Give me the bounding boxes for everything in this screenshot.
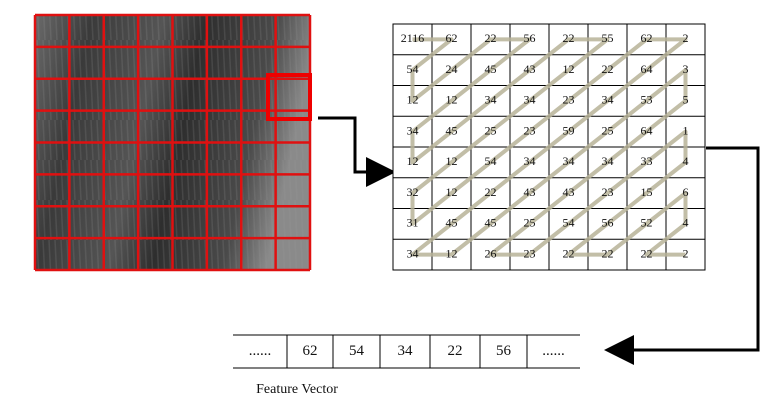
feature-vector: ...... 62 54 34 22 56...... [233, 335, 580, 368]
matrix-cell: 34 [407, 246, 419, 260]
matrix-cell: 45 [485, 62, 497, 76]
matrix-cell: 2 [683, 31, 689, 45]
vector-cell: 34 [398, 343, 414, 359]
matrix-cell: 62 [446, 31, 458, 45]
matrix-cell: 34 [563, 154, 575, 168]
arrow [318, 118, 390, 172]
matrix-cell: 53 [641, 93, 653, 107]
matrix-cell: 15 [641, 185, 653, 199]
matrix-cell: 56 [602, 216, 614, 230]
matrix-cell: 12 [446, 185, 458, 199]
matrix-cell: 62 [641, 31, 653, 45]
matrix-cell: 23 [524, 246, 536, 260]
matrix-cell: 55 [602, 31, 614, 45]
matrix-cell: 31 [407, 216, 419, 230]
matrix-cell: 12 [446, 93, 458, 107]
vector-cell: 22 [448, 343, 463, 359]
diagram: 2116622256225562254244543122264312123434… [0, 0, 761, 401]
matrix-cell: 12 [407, 154, 419, 168]
matrix-cell: 54 [563, 216, 575, 230]
matrix-cell: 25 [485, 123, 497, 137]
matrix-cell: 4 [683, 216, 689, 230]
vector-cell: ...... [249, 343, 272, 359]
matrix-cell: 22 [602, 62, 614, 76]
matrix-cell: 34 [602, 154, 614, 168]
matrix-cell: 22 [563, 246, 575, 260]
matrix-cell: 34 [524, 93, 536, 107]
matrix-cell: 12 [563, 62, 575, 76]
matrix-cell: 1 [683, 123, 689, 137]
image-grid [35, 15, 310, 270]
matrix-cell: 12 [446, 246, 458, 260]
vector-cell: 62 [303, 343, 318, 359]
matrix-cell: 22 [602, 246, 614, 260]
matrix-cell: 64 [641, 62, 653, 76]
matrix-cell: 23 [563, 93, 575, 107]
matrix-cell: 45 [446, 216, 458, 230]
feature-vector-label: Feature Vector [256, 382, 338, 397]
matrix-cell: 23 [524, 123, 536, 137]
matrix-cell: 22 [563, 31, 575, 45]
matrix-cell: 34 [602, 93, 614, 107]
matrix-cell: 23 [602, 185, 614, 199]
matrix-cell: 56 [524, 31, 536, 45]
vector-cell: ...... [542, 343, 565, 359]
matrix-cell: 45 [485, 216, 497, 230]
matrix-cell: 2116 [401, 31, 425, 45]
matrix-cell: 2 [683, 246, 689, 260]
matrix-cell: 34 [407, 123, 419, 137]
matrix-cell: 26 [485, 246, 497, 260]
matrix-cell: 3 [683, 62, 689, 76]
matrix-cell: 12 [407, 93, 419, 107]
matrix-cell: 43 [524, 185, 536, 199]
matrix-cell: 22 [641, 246, 653, 260]
matrix-cell: 22 [485, 31, 497, 45]
matrix-cell: 4 [683, 154, 689, 168]
matrix-cell: 34 [485, 93, 497, 107]
matrix-cell: 59 [563, 123, 575, 137]
matrix-cell: 43 [563, 185, 575, 199]
matrix-cell: 5 [683, 93, 689, 107]
matrix-cell: 33 [641, 154, 653, 168]
vector-cell: 54 [349, 343, 365, 359]
matrix-cell: 43 [524, 62, 536, 76]
matrix-cell: 54 [485, 154, 497, 168]
matrix-cell: 22 [485, 185, 497, 199]
matrix-cell: 54 [407, 62, 419, 76]
matrix-cell: 6 [683, 185, 689, 199]
matrix-cell: 64 [641, 123, 653, 137]
matrix-cell: 34 [524, 154, 536, 168]
vector-cell: 56 [496, 343, 512, 359]
matrix-cell: 25 [602, 123, 614, 137]
matrix-cell: 24 [446, 62, 458, 76]
matrix-cell: 45 [446, 123, 458, 137]
matrix-cell: 52 [641, 216, 653, 230]
matrix-cell: 32 [407, 185, 419, 199]
matrix-cell: 25 [524, 216, 536, 230]
matrix-cell: 12 [446, 154, 458, 168]
